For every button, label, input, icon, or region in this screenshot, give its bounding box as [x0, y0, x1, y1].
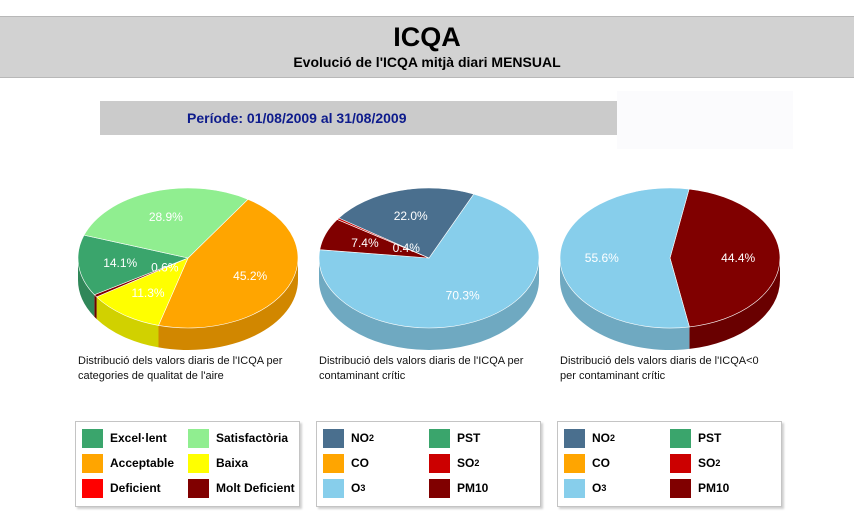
legend-swatch [429, 478, 450, 498]
pie-slice-value-label: 11.3% [131, 286, 164, 300]
pie-slice-value-label: 28.9% [149, 210, 183, 224]
legend-swatch [323, 428, 344, 448]
period-panel-blank [617, 91, 793, 149]
legend-swatch [670, 478, 691, 498]
legend-label: CO [592, 456, 610, 470]
pie-caption-pollutant: Distribució dels valors diaris de l'ICQA… [319, 355, 524, 382]
legend-label: Acceptable [110, 456, 175, 470]
legend-swatch [188, 478, 209, 498]
legend-label: PM10 [457, 481, 489, 495]
legend-label: CO [351, 456, 369, 470]
legend-label: O [592, 481, 602, 495]
legend-item: NO 2 [564, 428, 615, 448]
legend-label: NO [592, 431, 610, 445]
pie-slice-side [96, 296, 159, 348]
pie-slice-value-label: 7.4% [351, 236, 379, 250]
legend-swatch [82, 453, 103, 473]
legend-item: Acceptable [82, 453, 174, 473]
pie-slice-side [158, 258, 298, 350]
legend-label: Deficient [110, 481, 161, 495]
pie-slice-value-label: 0.6% [151, 260, 179, 274]
legend-label: Excel·lent [110, 431, 167, 445]
pie-slice-value-label: 70.3% [446, 289, 480, 303]
pie-slice-excel-lent [77, 234, 190, 296]
pie-slice-value-label: 44.4% [721, 251, 755, 265]
legend-swatch [670, 428, 691, 448]
pie-slice-o3 [318, 193, 540, 329]
legend-swatch [82, 478, 103, 498]
pie-slice-baixa [96, 257, 189, 326]
legend-swatch [188, 453, 209, 473]
legend-swatch [323, 453, 344, 473]
legend-swatch [429, 428, 450, 448]
legend-label: Molt Deficient [216, 481, 295, 495]
pie-chart-categories: 45.2% 11.3% 0.6% 14.1% 28.9% [77, 187, 299, 350]
legend-swatch [188, 428, 209, 448]
legend-item: Molt Deficient [188, 478, 295, 498]
legend-label: Baixa [216, 456, 249, 470]
legend-item: PM10 [670, 478, 729, 498]
legend-item: Excel·lent [82, 428, 167, 448]
pie-slice-value-label: 0.4% [393, 241, 421, 255]
pie-slice-o3 [559, 187, 690, 329]
pie-caption-categories: Distribució dels valors diaris de l'ICQA… [78, 355, 283, 382]
pie-slice-acceptable [158, 198, 299, 329]
pie-slice-value-label: 14.1% [103, 256, 137, 270]
legend-item: SO 2 [670, 453, 720, 473]
page-subtitle: Evolució de l'ICQA mitjà diari MENSUAL [293, 54, 561, 70]
legend-item: CO [564, 453, 610, 473]
legend-swatch [564, 428, 585, 448]
page-title: ICQA [393, 22, 461, 52]
pie-slice-satisfact-ria [83, 187, 249, 259]
pie-slice-side [689, 258, 780, 349]
legend-swatch [82, 428, 103, 448]
legend-item: CO [323, 453, 369, 473]
pie-chart-pollutant-negative: 44.4% 55.6% [559, 187, 781, 350]
legend-label: SO [457, 456, 475, 470]
legend-item: Satisfactòria [188, 428, 288, 448]
pie-slice-side [560, 258, 690, 350]
legend-item: NO 2 [323, 428, 374, 448]
pie-slice-side [78, 258, 95, 317]
pie-chart-pollutant: 70.3% 7.4% 0.4% 22.0% [318, 187, 540, 350]
pie-slice-pm10 [669, 188, 781, 328]
pie-caption-pollutant-negative: Distribució dels valors diaris de l'ICQA… [560, 355, 759, 382]
legend-item: PST [670, 428, 721, 448]
legend-categories: Excel·lent Satisfactòria Acceptable Baixa De… [75, 421, 300, 507]
legend-label: PST [457, 431, 481, 445]
pie-slice-no2 [338, 187, 475, 259]
legend-pollutant-negative: NO 2 PST CO SO 2 O 3 PM10 [557, 421, 782, 507]
legend-label: SO [698, 456, 716, 470]
pie-slice-side [94, 294, 97, 319]
legend-swatch [429, 453, 450, 473]
pie-slice-value-label: 45.2% [233, 269, 267, 283]
legend-item: PST [429, 428, 480, 448]
legend-item: SO 2 [429, 453, 479, 473]
legend-label: PST [698, 431, 722, 445]
pie-slice-side [319, 258, 539, 350]
legend-label: PM10 [698, 481, 730, 495]
legend-item: Baixa [188, 453, 248, 473]
period-label: Període: 01/08/2009 al 31/08/2009 [100, 101, 617, 135]
pie-slice-value-label: 22.0% [394, 209, 428, 223]
legend-pollutant: NO 2 PST CO SO 2 O 3 PM10 [316, 421, 541, 507]
legend-swatch [670, 453, 691, 473]
pie-slice-value-label: 55.6% [585, 251, 619, 265]
legend-label: O [351, 481, 361, 495]
legend-item: Deficient [82, 478, 161, 498]
legend-label: Satisfactòria [216, 431, 289, 445]
page-header: ICQA Evolució de l'ICQA mitjà diari MENS… [0, 16, 854, 78]
legend-swatch [323, 478, 344, 498]
legend-swatch [564, 453, 585, 473]
legend-label: NO [351, 431, 369, 445]
legend-item: PM10 [429, 478, 488, 498]
legend-swatch [564, 478, 585, 498]
